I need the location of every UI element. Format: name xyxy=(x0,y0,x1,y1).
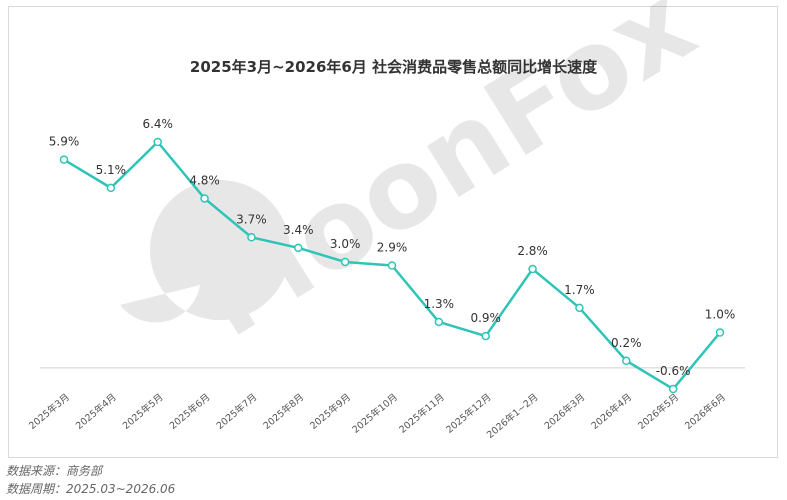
data-label: 3.4% xyxy=(283,223,314,237)
x-tick-label: 2026年1~2月 xyxy=(484,391,540,441)
x-tick-label: 2025年11月 xyxy=(397,391,447,436)
x-tick-label: 2025年7月 xyxy=(214,391,259,432)
data-label: 0.9% xyxy=(470,311,501,325)
x-tick-label: 2025年6月 xyxy=(167,391,212,432)
data-label: 5.9% xyxy=(49,135,80,149)
data-point xyxy=(715,328,725,337)
data-point xyxy=(622,356,631,366)
data-point xyxy=(434,317,444,327)
data-point xyxy=(481,331,490,341)
data-period: 数据周期：2025.03~2026.06 xyxy=(6,482,176,496)
data-point xyxy=(247,233,256,242)
data-label: 5.1% xyxy=(96,163,127,177)
data-label: 3.7% xyxy=(236,212,267,226)
data-point xyxy=(528,264,537,274)
data-point xyxy=(387,261,397,270)
chart-title: 2025年3月~2026年6月 社会消费品零售总额同比增长速度 xyxy=(189,58,598,76)
data-point xyxy=(200,194,209,203)
data-label: 6.4% xyxy=(142,117,173,131)
data-label: 1.0% xyxy=(705,308,736,322)
data-label: 1.7% xyxy=(564,283,595,297)
data-point xyxy=(668,384,678,394)
x-tick-label: 2026年5月 xyxy=(636,391,681,432)
data-label: 4.8% xyxy=(189,173,220,187)
data-point xyxy=(153,137,162,147)
x-tick-label: 2025年4月 xyxy=(73,391,118,432)
x-tick-label: 2026年3月 xyxy=(542,391,587,432)
x-tick-label: 2025年9月 xyxy=(308,391,353,432)
x-tick-label: 2026年6月 xyxy=(682,391,727,432)
data-point xyxy=(59,155,69,164)
data-label: 0.2% xyxy=(611,336,642,350)
data-label: 1.3% xyxy=(424,297,455,311)
data-label: -0.6% xyxy=(656,364,691,378)
data-point xyxy=(294,243,303,253)
data-point xyxy=(575,303,584,313)
x-tick-label: 2025年3月 xyxy=(26,391,71,432)
x-tick-label: 2025年12月 xyxy=(444,391,494,436)
data-source: 数据来源：商务部 xyxy=(6,464,103,478)
x-tick-label: 2026年4月 xyxy=(589,391,634,432)
chart-frame xyxy=(8,6,778,458)
data-label: 2.8% xyxy=(517,244,548,258)
x-tick-label: 2025年5月 xyxy=(120,391,165,432)
data-point xyxy=(340,257,350,267)
data-label: 3.0% xyxy=(330,237,361,251)
data-point xyxy=(106,183,116,193)
x-tick-label: 2025年8月 xyxy=(261,391,306,432)
x-tick-label: 2025年10月 xyxy=(350,391,400,436)
data-label: 2.9% xyxy=(377,241,408,255)
